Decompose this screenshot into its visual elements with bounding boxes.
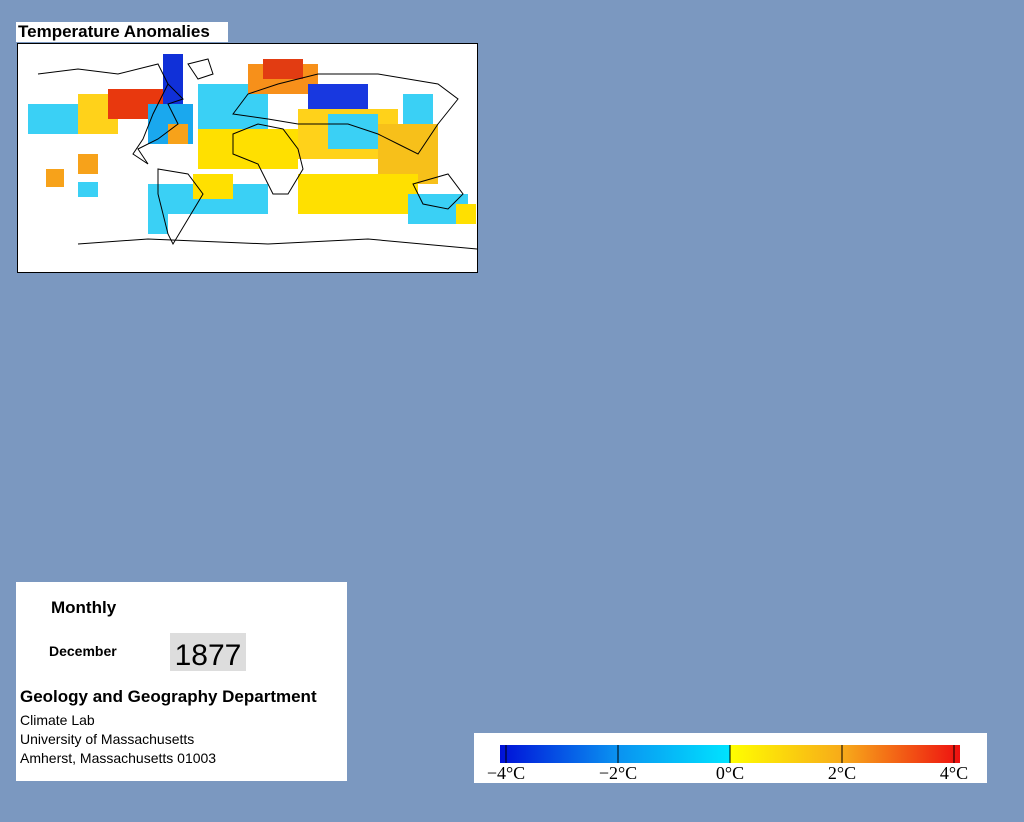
coastlines <box>37 58 478 250</box>
map-image <box>28 54 478 250</box>
map-title: Temperature Anomalies <box>16 22 228 42</box>
colorbar-panel: −4°C −2°C 0°C 2°C 4°C <box>474 733 987 783</box>
tick-label: 0°C <box>716 763 744 783</box>
tick-label: −2°C <box>599 763 637 783</box>
address-line: Climate Lab <box>20 712 95 728</box>
anomaly-patches <box>28 54 476 234</box>
address-line: University of Massachusetts <box>20 731 195 747</box>
department: Geology and Geography Department <box>20 687 317 706</box>
year: 1877 <box>170 633 246 672</box>
period: Monthly <box>51 598 117 617</box>
address-line: Amherst, Massachusetts 01003 <box>20 750 217 766</box>
month: December <box>49 643 117 659</box>
tick-label: −4°C <box>487 763 525 783</box>
tick-label: 4°C <box>940 763 968 783</box>
colorbar: −4°C −2°C 0°C 2°C 4°C <box>487 745 968 783</box>
map <box>17 43 478 273</box>
info-panel: Monthly December 1877 Geology and Geogra… <box>16 582 347 781</box>
tick-label: 2°C <box>828 763 856 783</box>
